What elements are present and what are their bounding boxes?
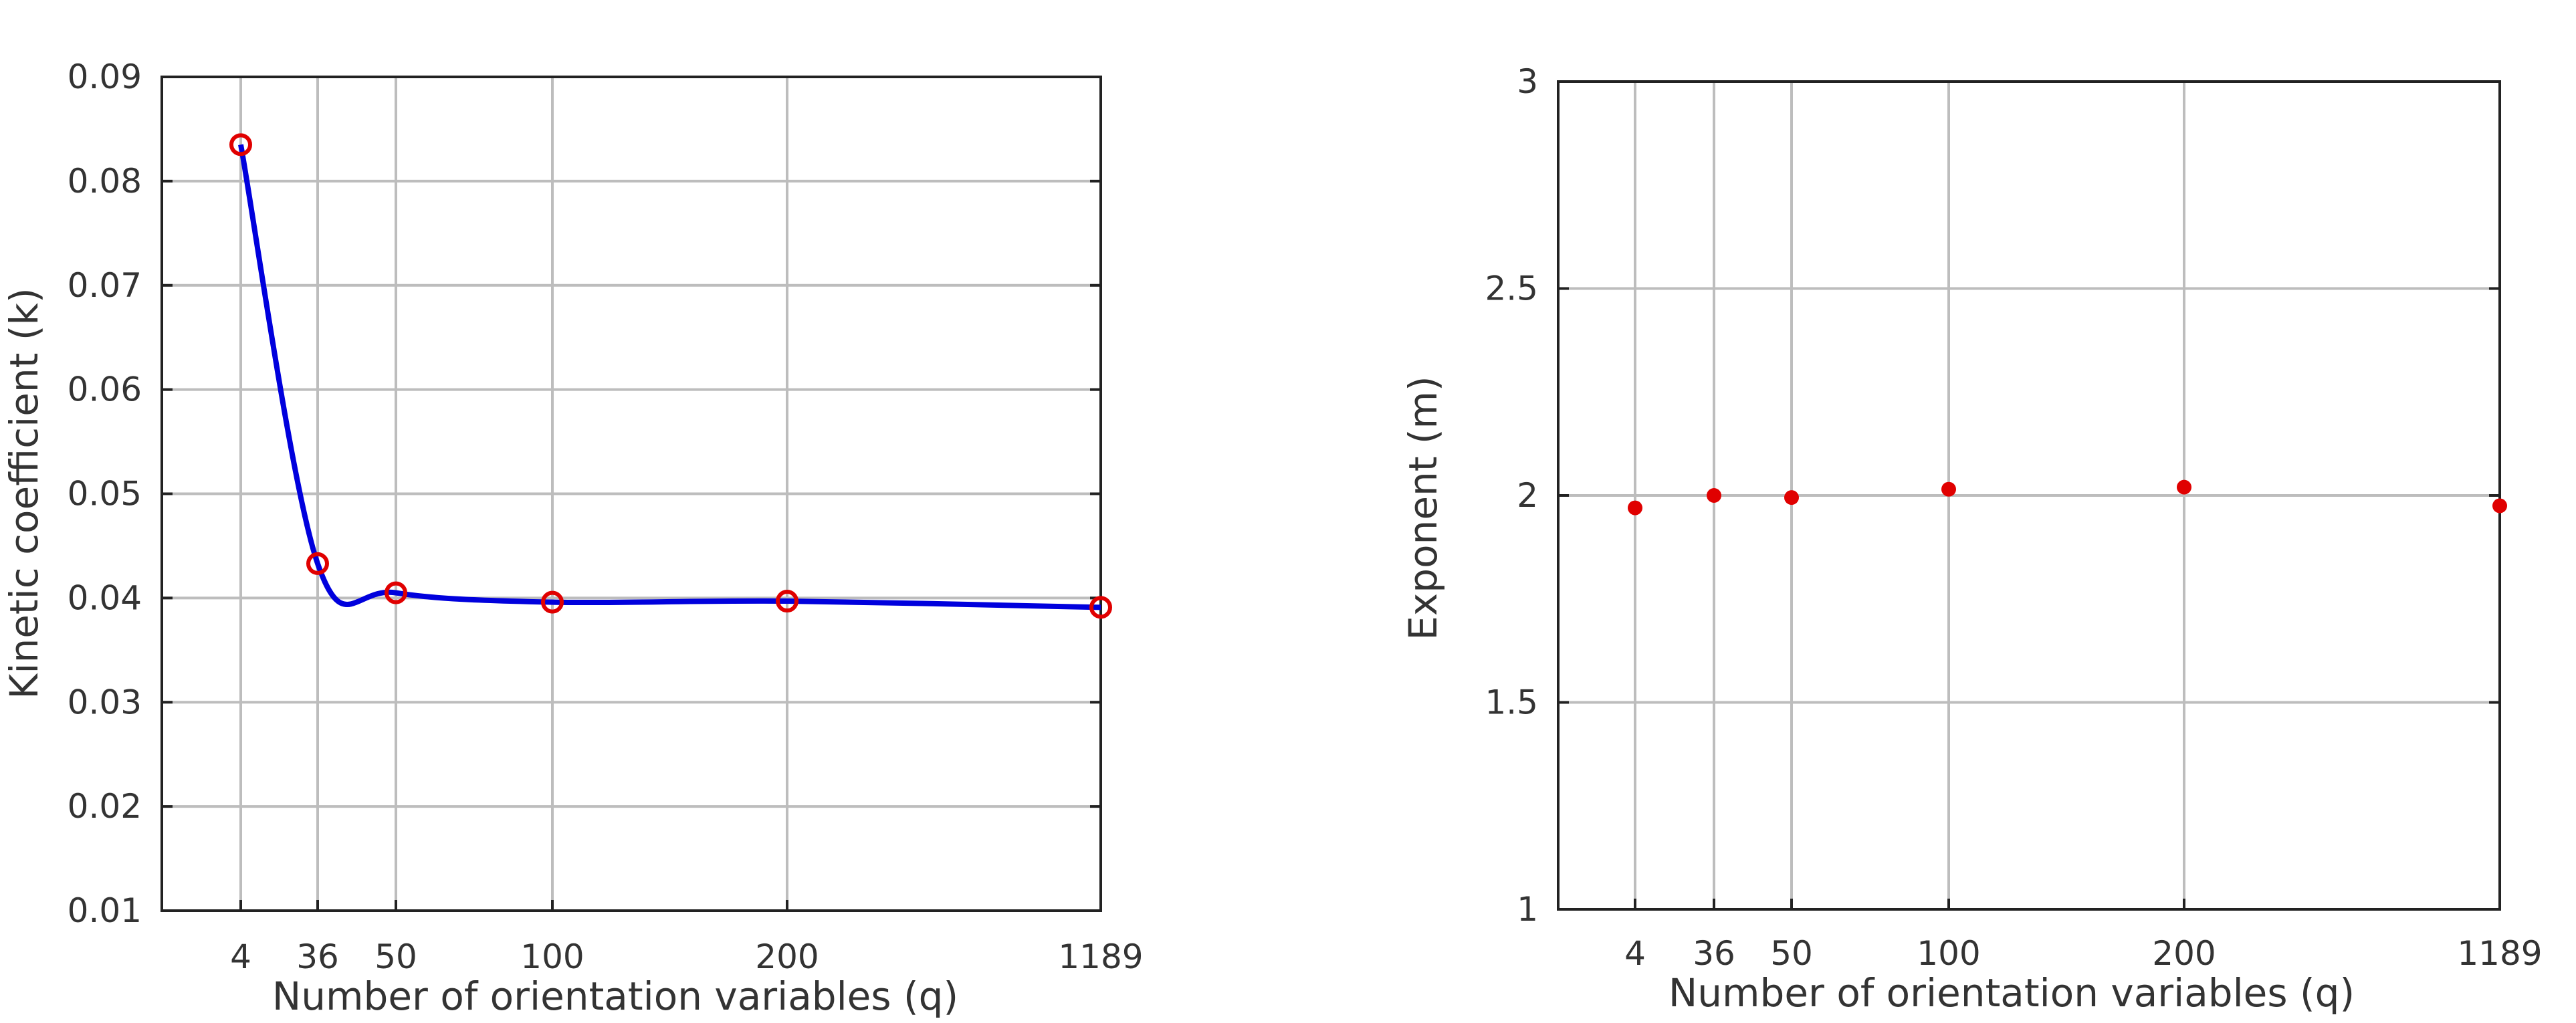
data-point-marker [1784,490,1799,505]
x-tick-label: 200 [2152,934,2216,973]
data-point-marker [1628,500,1642,516]
x-tick-label: 36 [296,937,339,976]
right-chart-exponent: 1 1.5 2 2.5 3 4 36 50 100 200 1189 Number of orient… [1400,62,2543,1016]
x-tick-label: 200 [755,937,819,976]
x-axis-label: Number of orientation variables (q) [1669,970,2355,1016]
data-point-marker [2492,498,2507,514]
x-tick-label: 100 [520,937,584,976]
y-tick-label: 1.5 [1485,683,1538,722]
y-tick-label: 0.05 [68,475,142,514]
x-tick-label: 100 [1917,934,1980,973]
data-point-marker [385,581,407,604]
y-tick-label: 0.03 [68,683,142,721]
y-axis-label: Kinetic coefficient (k) [1,288,47,699]
x-axis-label: Number of orientation variables (q) [272,974,958,1019]
fit-curve-line [238,144,1101,610]
plot-area-frame [160,76,1102,912]
y-tick-label: 0.09 [68,58,142,96]
x-tick-label: 1189 [1058,937,1143,976]
x-tick-label: 4 [1624,934,1646,973]
data-point-marker [2177,479,2191,495]
x-tick-label: 36 [1693,934,1735,973]
left-chart-kinetic-coefficient: 0.01 0.02 0.03 0.04 0.05 0.06 0.07 0.08 0.09 4 36 5… [1,58,1144,1019]
y-tick-label: 0.01 [68,891,142,930]
y-tick-label: 3 [1517,62,1538,101]
y-tick-label: 0.07 [68,266,142,305]
data-point-marker [1089,596,1112,619]
x-tick-label: 50 [1770,934,1813,973]
y-tick-label: 0.06 [68,370,142,409]
plot-area-frame [1557,80,2501,911]
x-tick-label: 50 [374,937,417,976]
y-tick-label: 0.02 [68,787,142,826]
y-tick-label: 1 [1517,890,1538,929]
data-point-marker [1941,481,1956,497]
data-point-marker [229,133,252,156]
x-tick-label: 1189 [2457,934,2542,973]
y-tick-label: 2.5 [1485,269,1538,308]
y-axis-label: Exponent (m) [1400,376,1446,640]
data-point-marker [1707,488,1721,503]
data-point-marker [776,590,798,613]
y-tick-label: 0.04 [68,578,142,617]
y-tick-label: 2 [1517,476,1538,515]
x-tick-label: 4 [230,937,251,976]
data-point-marker [541,590,564,614]
data-point-marker [306,552,329,575]
y-tick-label: 0.08 [68,162,142,201]
